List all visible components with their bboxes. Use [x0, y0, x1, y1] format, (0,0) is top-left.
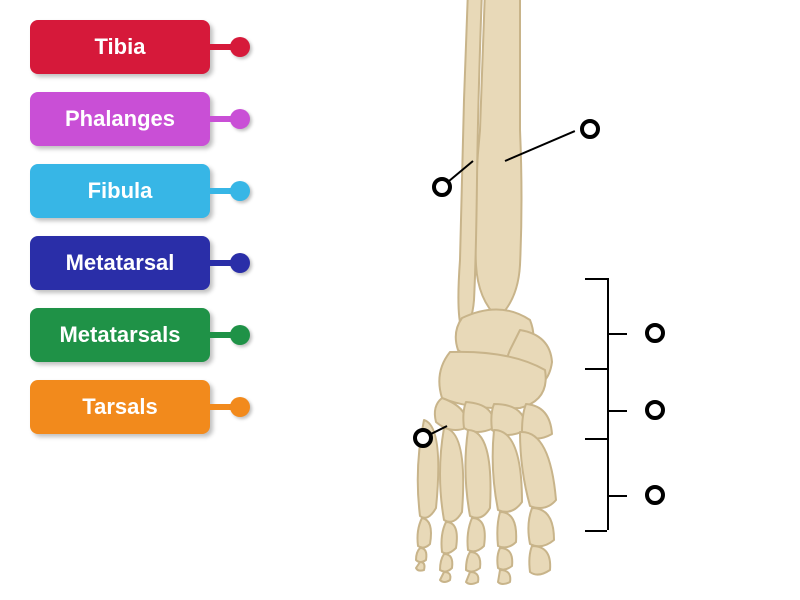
bracket-connector — [607, 410, 627, 412]
label-rect: Phalanges — [30, 92, 210, 146]
target-tibia-upper[interactable] — [580, 119, 600, 139]
label-text: Metatarsals — [59, 322, 180, 348]
label-dot — [230, 253, 250, 273]
label-rect: Tibia — [30, 20, 210, 74]
label-connector — [210, 404, 232, 410]
label-connector — [210, 332, 232, 338]
label-connector — [210, 44, 232, 50]
label-rect: Metatarsal — [30, 236, 210, 290]
target-metatarsal-single[interactable] — [413, 428, 433, 448]
bracket-spine — [607, 278, 609, 530]
target-tarsals[interactable] — [645, 323, 665, 343]
target-metatarsals[interactable] — [645, 400, 665, 420]
label-dot — [230, 37, 250, 57]
label-dot — [230, 109, 250, 129]
label-connector — [210, 116, 232, 122]
label-palette: Tibia Phalanges Fibula Metatarsal Metatarsal… — [30, 20, 240, 434]
target-phalanges[interactable] — [645, 485, 665, 505]
label-tile-tibia[interactable]: Tibia — [30, 20, 240, 74]
bracket-connector — [607, 495, 627, 497]
bracket-tick — [585, 438, 607, 440]
label-rect: Tarsals — [30, 380, 210, 434]
label-tile-fibula[interactable]: Fibula — [30, 164, 240, 218]
bracket-tick — [585, 530, 607, 532]
label-tile-metatarsal[interactable]: Metatarsal — [30, 236, 240, 290]
label-text: Tibia — [95, 34, 146, 60]
bracket-connector — [607, 333, 627, 335]
label-text: Fibula — [88, 178, 153, 204]
bracket-tick — [585, 368, 607, 370]
label-text: Tarsals — [82, 394, 157, 420]
label-connector — [210, 188, 232, 194]
label-rect: Metatarsals — [30, 308, 210, 362]
label-tile-phalanges[interactable]: Phalanges — [30, 92, 240, 146]
foot-bones-illustration — [370, 0, 670, 600]
label-tile-metatarsals[interactable]: Metatarsals — [30, 308, 240, 362]
label-connector — [210, 260, 232, 266]
label-text: Metatarsal — [66, 250, 175, 276]
label-text: Phalanges — [65, 106, 175, 132]
label-tile-tarsals[interactable]: Tarsals — [30, 380, 240, 434]
label-rect: Fibula — [30, 164, 210, 218]
label-dot — [230, 397, 250, 417]
target-fibula-upper[interactable] — [432, 177, 452, 197]
bracket-tick — [585, 278, 607, 280]
label-dot — [230, 325, 250, 345]
label-dot — [230, 181, 250, 201]
